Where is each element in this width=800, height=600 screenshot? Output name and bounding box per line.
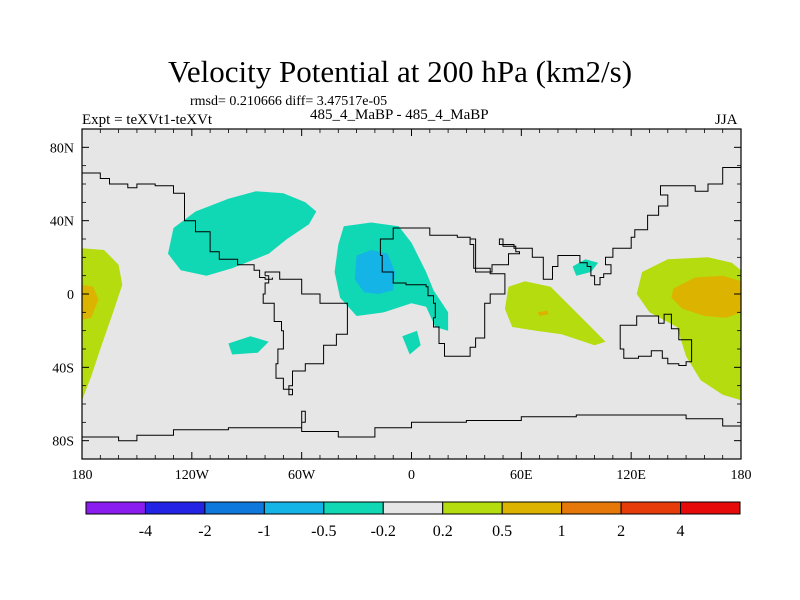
x-tick-label: 0	[408, 468, 415, 483]
contour-region-india-blob	[572, 259, 599, 276]
coastline-south-america	[262, 271, 348, 396]
y-tick-label: 80S	[52, 435, 74, 450]
contour-region-north-atlantic-blob	[168, 191, 317, 276]
coastline-north-america-west	[82, 172, 273, 280]
contour-region-africa-south-blob	[402, 330, 421, 355]
contour-region-north-africa-core	[354, 250, 395, 294]
contour-region-dateline-west-blob	[82, 248, 123, 401]
coastline-eurasia-east	[469, 167, 741, 286]
colorbar-label: 2	[617, 523, 625, 540]
colorbar-box	[501, 501, 563, 515]
colorbar-box	[620, 501, 682, 515]
chart-title: Velocity Potential at 200 hPa (km2/s)	[167, 54, 633, 89]
colorbar-label: 4	[677, 523, 685, 540]
coastline-antarctica	[82, 410, 741, 442]
colorbar-box	[323, 501, 384, 515]
y-tick-label: 40N	[50, 215, 74, 230]
y-tick-label: 0	[67, 288, 74, 303]
x-tick-label: 180	[72, 468, 93, 483]
colorbar-box	[144, 501, 206, 515]
contour-region-west-pacific-core	[671, 275, 741, 318]
colorbar-box	[85, 501, 146, 515]
contour-region-indian-ocean-core	[537, 310, 549, 316]
y-tick-label: 40S	[52, 361, 74, 376]
contour-region-indian-ocean-blob	[504, 281, 606, 346]
season-label: JJA	[715, 112, 738, 128]
colorbar-label: 0.2	[433, 523, 453, 540]
colorbar-label: -0.5	[311, 523, 336, 540]
coastline-africa	[379, 227, 506, 357]
colorbar-label: 1	[558, 523, 566, 540]
stats-label: rmsd= 0.210666 diff= 3.47517e-05	[190, 94, 388, 109]
coastline-australia	[619, 313, 693, 366]
colorbar-label: -0.2	[371, 523, 396, 540]
colorbar-box	[204, 501, 265, 515]
x-tick-label: 180	[731, 468, 752, 483]
case-label: 485_4_MaBP - 485_4_MaBP	[310, 107, 489, 123]
x-tick-label: 120E	[616, 468, 646, 483]
colorbar-box	[263, 501, 325, 515]
colorbar-label: -2	[198, 523, 211, 540]
colorbar-box	[442, 501, 503, 515]
x-tick-label: 60E	[510, 468, 533, 483]
colorbar-box	[382, 501, 444, 515]
x-tick-label: 60W	[288, 468, 316, 483]
experiment-label: Expt = teXVt1-teXVt	[82, 112, 213, 128]
colorbar-box	[680, 501, 741, 515]
colorbar-label: -4	[139, 523, 152, 540]
y-tick-label: 80N	[50, 141, 74, 156]
x-tick-label: 120W	[175, 468, 210, 483]
colorbar-box	[561, 501, 622, 515]
colorbar-label: 0.5	[492, 523, 512, 540]
colorbar-label: -1	[258, 523, 271, 540]
contour-region-south-atlantic-blob	[228, 336, 269, 355]
